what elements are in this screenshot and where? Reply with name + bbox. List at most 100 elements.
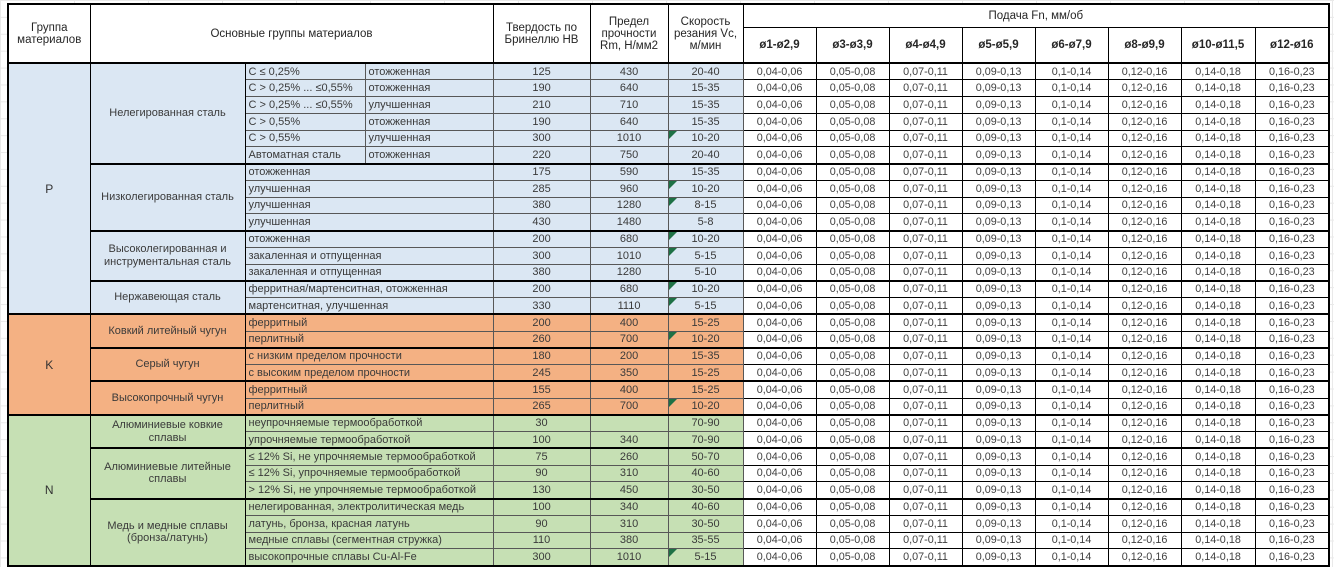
speed-cell[interactable]: 40-60 bbox=[667, 497, 744, 516]
feed-value-cell[interactable]: 0,09-0,13 bbox=[961, 246, 1036, 265]
feed-value-cell[interactable]: 0,05-0,08 bbox=[815, 346, 890, 365]
feed-value-cell[interactable]: 0,16-0,23 bbox=[1254, 162, 1330, 181]
hardness-cell[interactable]: 100 bbox=[492, 431, 591, 449]
material-detail-cell[interactable]: улучшенная bbox=[244, 213, 494, 231]
feed-value-cell[interactable]: 0,09-0,13 bbox=[961, 162, 1036, 181]
header-feed-diameter-3[interactable]: ø5-ø5,9 bbox=[961, 27, 1036, 64]
strength-cell[interactable]: 430 bbox=[589, 62, 669, 81]
hardness-cell[interactable]: 90 bbox=[492, 464, 591, 483]
subgroup-name-cell[interactable]: Нелегированная сталь bbox=[89, 62, 246, 165]
feed-value-cell[interactable]: 0,12-0,16 bbox=[1107, 129, 1182, 148]
feed-value-cell[interactable]: 0,05-0,08 bbox=[815, 548, 890, 566]
feed-value-cell[interactable]: 0,12-0,16 bbox=[1107, 397, 1182, 416]
hardness-cell[interactable]: 200 bbox=[492, 313, 591, 332]
speed-cell[interactable]: 15-25 bbox=[667, 380, 744, 399]
material-detail-cell[interactable]: высокопрочные сплавы Cu-Al-Fe bbox=[244, 548, 494, 566]
group-letter-cell-K[interactable]: K bbox=[7, 313, 91, 416]
strength-cell[interactable]: 1010 bbox=[589, 129, 669, 148]
feed-value-cell[interactable]: 0,12-0,16 bbox=[1107, 313, 1182, 332]
feed-value-cell[interactable]: 0,12-0,16 bbox=[1107, 263, 1182, 282]
feed-value-cell[interactable]: 0,1-0,14 bbox=[1034, 263, 1109, 282]
feed-value-cell[interactable]: 0,14-0,18 bbox=[1180, 431, 1256, 449]
subgroup-name-cell[interactable]: Алюминиевые ковкие сплавы bbox=[89, 413, 246, 450]
feed-value-cell[interactable]: 0,07-0,11 bbox=[888, 196, 963, 215]
feed-value-cell[interactable]: 0,1-0,14 bbox=[1034, 213, 1109, 231]
feed-value-cell[interactable]: 0,07-0,11 bbox=[888, 464, 963, 483]
feed-value-cell[interactable]: 0,04-0,06 bbox=[742, 279, 817, 298]
feed-value-cell[interactable]: 0,07-0,11 bbox=[888, 179, 963, 198]
hardness-cell[interactable]: 130 bbox=[492, 481, 591, 499]
feed-value-cell[interactable]: 0,14-0,18 bbox=[1180, 531, 1256, 550]
hardness-cell[interactable]: 245 bbox=[492, 364, 591, 382]
feed-value-cell[interactable]: 0,04-0,06 bbox=[742, 112, 817, 131]
header-feed-diameter-7[interactable]: ø12-ø16 bbox=[1254, 27, 1330, 64]
material-detail-cell[interactable]: улучшенная bbox=[244, 179, 494, 198]
feed-value-cell[interactable]: 0,1-0,14 bbox=[1034, 380, 1109, 399]
feed-value-cell[interactable]: 0,14-0,18 bbox=[1180, 162, 1256, 181]
group-letter-cell-N[interactable]: N bbox=[7, 413, 91, 567]
feed-value-cell[interactable]: 0,16-0,23 bbox=[1254, 112, 1330, 131]
subgroup-name-cell[interactable]: Алюминиевые литейные сплавы bbox=[89, 447, 246, 500]
feed-value-cell[interactable]: 0,14-0,18 bbox=[1180, 413, 1256, 432]
material-detail-cell[interactable]: C > 0,55% bbox=[244, 112, 366, 131]
feed-value-cell[interactable]: 0,09-0,13 bbox=[961, 531, 1036, 550]
material-condition-cell[interactable]: улучшенная bbox=[364, 96, 494, 114]
feed-value-cell[interactable]: 0,05-0,08 bbox=[815, 146, 890, 164]
header-main-material-groups[interactable]: Основные группы материалов bbox=[89, 3, 494, 64]
material-detail-cell[interactable]: ферритный bbox=[244, 380, 494, 399]
feed-value-cell[interactable]: 0,1-0,14 bbox=[1034, 196, 1109, 215]
feed-value-cell[interactable]: 0,16-0,23 bbox=[1254, 297, 1330, 315]
feed-value-cell[interactable]: 0,04-0,06 bbox=[742, 514, 817, 533]
feed-value-cell[interactable]: 0,05-0,08 bbox=[815, 96, 890, 114]
feed-value-cell[interactable]: 0,07-0,11 bbox=[888, 364, 963, 382]
feed-value-cell[interactable]: 0,05-0,08 bbox=[815, 447, 890, 466]
strength-cell[interactable]: 340 bbox=[589, 497, 669, 516]
feed-value-cell[interactable]: 0,12-0,16 bbox=[1107, 464, 1182, 483]
feed-value-cell[interactable]: 0,14-0,18 bbox=[1180, 447, 1256, 466]
hardness-cell[interactable]: 75 bbox=[492, 447, 591, 466]
feed-value-cell[interactable]: 0,07-0,11 bbox=[888, 481, 963, 499]
feed-value-cell[interactable]: 0,05-0,08 bbox=[815, 79, 890, 97]
feed-value-cell[interactable]: 0,16-0,23 bbox=[1254, 481, 1330, 499]
feed-value-cell[interactable]: 0,12-0,16 bbox=[1107, 380, 1182, 399]
strength-cell[interactable]: 640 bbox=[589, 79, 669, 97]
feed-value-cell[interactable]: 0,09-0,13 bbox=[961, 196, 1036, 215]
speed-cell[interactable]: 30-50 bbox=[667, 481, 744, 499]
material-detail-cell[interactable]: ферритная/мартенситная, отожженная bbox=[244, 279, 494, 298]
feed-value-cell[interactable]: 0,12-0,16 bbox=[1107, 112, 1182, 131]
subgroup-name-cell[interactable]: Высокопрочный чугун bbox=[89, 380, 246, 416]
speed-cell[interactable]: 20-40 bbox=[667, 62, 744, 81]
feed-value-cell[interactable]: 0,04-0,06 bbox=[742, 380, 817, 399]
feed-value-cell[interactable]: 0,07-0,11 bbox=[888, 431, 963, 449]
feed-value-cell[interactable]: 0,09-0,13 bbox=[961, 263, 1036, 282]
feed-value-cell[interactable]: 0,04-0,06 bbox=[742, 179, 817, 198]
feed-value-cell[interactable]: 0,14-0,18 bbox=[1180, 96, 1256, 114]
feed-value-cell[interactable]: 0,04-0,06 bbox=[742, 62, 817, 81]
speed-cell[interactable]: 15-35 bbox=[667, 79, 744, 97]
feed-value-cell[interactable]: 0,05-0,08 bbox=[815, 313, 890, 332]
feed-value-cell[interactable]: 0,05-0,08 bbox=[815, 229, 890, 248]
speed-cell[interactable]: 10-20 bbox=[667, 179, 744, 198]
feed-value-cell[interactable]: 0,07-0,11 bbox=[888, 297, 963, 315]
feed-value-cell[interactable]: 0,1-0,14 bbox=[1034, 364, 1109, 382]
feed-value-cell[interactable]: 0,04-0,06 bbox=[742, 548, 817, 566]
feed-value-cell[interactable]: 0,05-0,08 bbox=[815, 497, 890, 516]
feed-value-cell[interactable]: 0,04-0,06 bbox=[742, 263, 817, 282]
hardness-cell[interactable]: 90 bbox=[492, 514, 591, 533]
strength-cell[interactable]: 680 bbox=[589, 279, 669, 298]
speed-cell[interactable]: 15-35 bbox=[667, 162, 744, 181]
feed-value-cell[interactable]: 0,16-0,23 bbox=[1254, 413, 1330, 432]
subgroup-name-cell[interactable]: Ковкий литейный чугун bbox=[89, 313, 246, 349]
feed-value-cell[interactable]: 0,05-0,08 bbox=[815, 481, 890, 499]
feed-value-cell[interactable]: 0,05-0,08 bbox=[815, 162, 890, 181]
feed-value-cell[interactable]: 0,09-0,13 bbox=[961, 464, 1036, 483]
subgroup-name-cell[interactable]: Нержавеющая сталь bbox=[89, 279, 246, 316]
feed-value-cell[interactable]: 0,12-0,16 bbox=[1107, 497, 1182, 516]
feed-value-cell[interactable]: 0,05-0,08 bbox=[815, 464, 890, 483]
feed-value-cell[interactable]: 0,14-0,18 bbox=[1180, 213, 1256, 231]
strength-cell[interactable]: 260 bbox=[589, 447, 669, 466]
feed-value-cell[interactable]: 0,14-0,18 bbox=[1180, 263, 1256, 282]
material-detail-cell[interactable]: C > 0,25% ... ≤0,55% bbox=[244, 79, 366, 97]
feed-value-cell[interactable]: 0,05-0,08 bbox=[815, 62, 890, 81]
feed-value-cell[interactable]: 0,12-0,16 bbox=[1107, 213, 1182, 231]
